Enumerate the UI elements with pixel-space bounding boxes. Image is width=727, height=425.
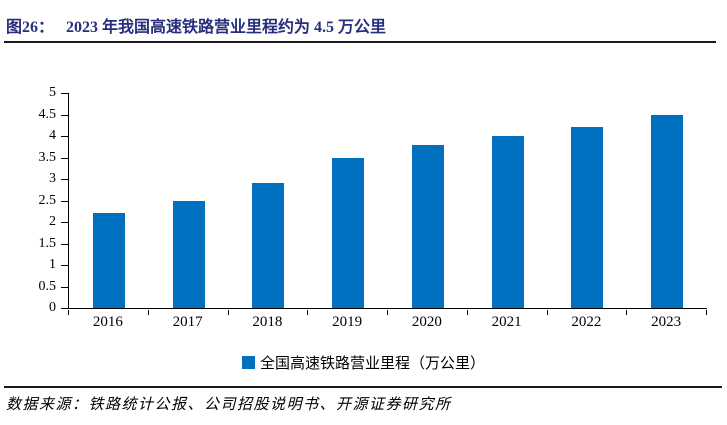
x-tick-mark — [68, 310, 69, 315]
y-tick-mark — [61, 179, 68, 180]
x-tick-label-2018: 2018 — [252, 314, 283, 330]
y-tick-label-0.5: 0.5 — [38, 278, 57, 294]
y-tick-mark — [61, 114, 68, 116]
x-tick-mark — [466, 310, 468, 315]
figure-title-text: 2023 年我国高速铁路营业里程约为 4.5 万公里 — [66, 19, 387, 36]
x-tick-mark — [546, 310, 548, 315]
y-tick-mark — [61, 157, 68, 159]
y-tick-label-0: 0 — [49, 300, 56, 315]
bar-cell-2018 — [229, 93, 309, 308]
y-tick-mark — [61, 308, 68, 309]
y-tick-label-2.5: 2.5 — [38, 192, 57, 208]
y-tick-mark — [61, 200, 68, 202]
bar-2016 — [92, 213, 125, 308]
x-tick-mark — [387, 310, 388, 315]
x-tick-label-2016: 2016 — [92, 314, 123, 330]
x-tick-label-2020: 2020 — [411, 314, 442, 330]
y-tick-mark — [61, 265, 68, 266]
y-tick-label-4: 4 — [49, 128, 56, 143]
y-tick-label-4.5: 4.5 — [38, 106, 57, 122]
legend-label: 全国高速铁路营业里程（万公里） — [259, 356, 485, 372]
chart-legend: 全国高速铁路营业里程（万公里） — [0, 352, 727, 373]
x-tick-label-2023: 2023 — [651, 314, 682, 330]
bar-2019 — [332, 157, 365, 308]
x-tick-label-2019: 2019 — [332, 314, 363, 330]
figure-title: 图26： 2023 年我国高速铁路营业里程约为 4.5 万公里 — [6, 13, 386, 37]
bar-2021 — [491, 136, 524, 308]
x-axis-labels: 2016 2017 2018 2019 2020 2021 2022 2023 — [68, 314, 706, 331]
y-tick-label-3: 3 — [49, 171, 56, 186]
legend-swatch-square — [241, 356, 255, 369]
y-tick-label-1.5: 1.5 — [38, 235, 57, 251]
y-tick-label-2: 2 — [49, 214, 56, 229]
x-tick-mark — [706, 310, 707, 315]
bar-cell-2021 — [468, 93, 548, 308]
title-divider-line — [4, 41, 716, 43]
bar-2017 — [172, 200, 205, 308]
bar-cell-2020 — [388, 93, 468, 308]
bar-2018 — [252, 183, 285, 308]
y-tick-mark — [61, 93, 68, 94]
bar-2022 — [571, 127, 604, 308]
y-tick-mark — [61, 136, 68, 137]
bar-cell-2016 — [69, 93, 149, 308]
y-tick-mark — [61, 222, 68, 223]
x-tick-mark — [307, 310, 309, 315]
bar-2020 — [411, 144, 444, 308]
bar-cell-2022 — [548, 93, 628, 308]
y-tick-label-3.5: 3.5 — [38, 149, 57, 165]
bar-chart-plot-area — [68, 93, 707, 309]
x-tick-label-2022: 2022 — [571, 314, 602, 330]
x-tick-label-2021: 2021 — [491, 314, 522, 330]
y-tick-mark — [61, 286, 68, 288]
bar-cell-2023 — [627, 93, 707, 308]
x-tick-mark — [147, 310, 149, 315]
data-source-note: 数据来源：铁路统计公报、公司招股说明书、开源证券研究所 — [6, 397, 452, 413]
x-tick-label-2017: 2017 — [172, 314, 203, 330]
source-divider-line — [4, 386, 722, 388]
x-tick-mark — [626, 310, 628, 315]
bar-cell-2017 — [149, 93, 229, 308]
bar-2023 — [651, 114, 684, 308]
figure-number-label: 图26： — [6, 19, 55, 36]
x-tick-mark — [227, 310, 229, 315]
y-tick-label-1: 1 — [49, 257, 56, 272]
y-tick-mark — [61, 243, 68, 245]
bar-cell-2019 — [308, 93, 388, 308]
y-tick-label-5: 5 — [49, 85, 56, 100]
